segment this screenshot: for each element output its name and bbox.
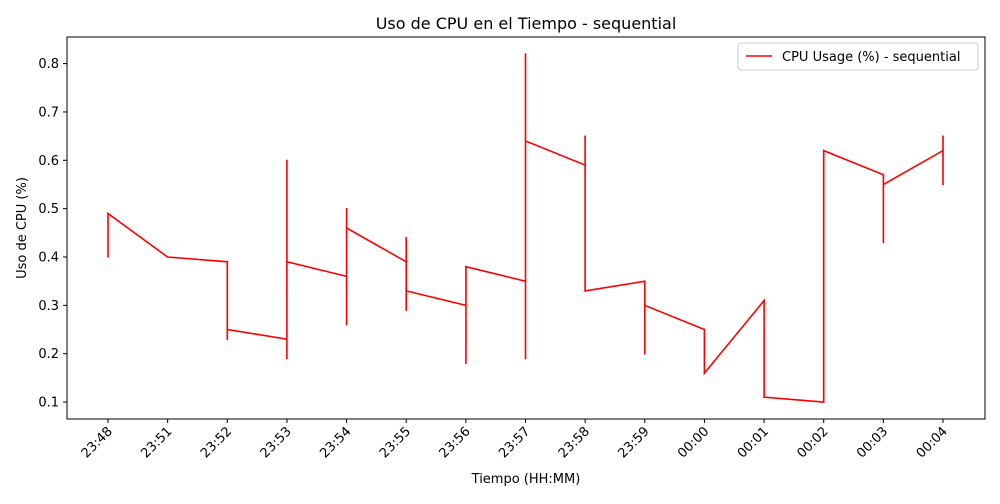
data-point bbox=[405, 261, 408, 263]
x-axis: 23:48 23:51 23:52 23:53 23:54 23:55 23:56 23:57… bbox=[79, 419, 951, 461]
data-point bbox=[763, 299, 765, 302]
data-point bbox=[524, 53, 527, 55]
data-point bbox=[882, 241, 885, 244]
data-point bbox=[942, 135, 944, 137]
data-point bbox=[465, 304, 467, 307]
data-point bbox=[405, 236, 408, 239]
data-point bbox=[107, 256, 109, 258]
x-tick-label: 23:53 bbox=[258, 424, 295, 461]
data-point bbox=[345, 275, 348, 278]
data-point bbox=[405, 309, 408, 312]
y-tick-label: 0.5 bbox=[38, 202, 59, 217]
y-tick-label: 0.8 bbox=[38, 57, 59, 72]
x-tick-label: 23:59 bbox=[616, 424, 653, 461]
data-point bbox=[286, 159, 288, 162]
data-point bbox=[763, 396, 765, 399]
data-point bbox=[286, 357, 288, 360]
data-point bbox=[644, 304, 646, 307]
data-point bbox=[703, 328, 706, 331]
data-point bbox=[345, 207, 348, 210]
y-tick-label: 0.7 bbox=[38, 105, 59, 120]
data-point bbox=[942, 149, 944, 152]
y-axis: 0.1 0.2 0.3 0.4 0.5 0.6 0.7 0.8 bbox=[38, 57, 67, 411]
data-point bbox=[882, 174, 885, 176]
y-tick-label: 0.2 bbox=[38, 347, 59, 362]
data-point bbox=[524, 357, 527, 360]
x-tick-label: 00:03 bbox=[854, 424, 891, 461]
data-point bbox=[822, 149, 825, 152]
data-point bbox=[524, 280, 527, 283]
data-point bbox=[226, 328, 229, 331]
data-point bbox=[166, 256, 169, 258]
data-point bbox=[465, 265, 467, 268]
data-point bbox=[942, 183, 944, 186]
data-point bbox=[584, 135, 586, 137]
x-tick-label: 23:52 bbox=[198, 424, 235, 461]
data-point bbox=[286, 338, 288, 341]
data-point bbox=[703, 372, 706, 374]
y-tick-label: 0.6 bbox=[38, 154, 59, 169]
data-point bbox=[822, 401, 825, 403]
data-point bbox=[465, 362, 467, 365]
x-tick-label: 23:55 bbox=[377, 424, 414, 461]
data-point bbox=[405, 290, 408, 292]
y-tick-label: 0.1 bbox=[38, 396, 59, 411]
data-point bbox=[584, 290, 586, 292]
x-tick-label: 00:01 bbox=[735, 424, 772, 461]
chart-title: Uso de CPU en el Tiempo - sequential bbox=[376, 14, 677, 33]
x-tick-label: 00:02 bbox=[794, 424, 831, 461]
x-tick-label: 00:04 bbox=[914, 424, 951, 461]
legend-box bbox=[737, 42, 979, 71]
legend-label: CPU Usage (%) - sequential bbox=[782, 50, 960, 65]
y-axis-title: Uso de CPU (%) bbox=[15, 177, 30, 279]
x-tick-label: 23:48 bbox=[79, 424, 116, 461]
x-tick-label: 23:51 bbox=[138, 424, 175, 461]
data-point bbox=[644, 280, 646, 283]
x-tick-label: 23:57 bbox=[496, 424, 533, 461]
legend: CPU Usage (%) - sequential bbox=[737, 42, 979, 71]
plot-layer bbox=[107, 53, 944, 403]
series-line bbox=[107, 53, 944, 403]
x-tick-label: 23:56 bbox=[437, 424, 474, 461]
data-point bbox=[286, 261, 288, 263]
x-tick-label: 23:58 bbox=[556, 424, 593, 461]
data-point bbox=[644, 352, 646, 355]
y-tick-label: 0.3 bbox=[38, 299, 59, 314]
data-point bbox=[107, 212, 109, 215]
x-axis-title: Tiempo (HH:MM) bbox=[471, 472, 581, 487]
x-tick-label: 00:00 bbox=[675, 424, 712, 461]
data-point bbox=[226, 261, 229, 263]
data-point bbox=[226, 338, 229, 341]
y-tick-label: 0.4 bbox=[38, 251, 59, 266]
x-tick-label: 23:54 bbox=[317, 424, 354, 461]
data-point bbox=[584, 164, 586, 166]
data-point bbox=[345, 323, 348, 326]
data-point bbox=[524, 140, 527, 142]
data-point bbox=[345, 227, 348, 229]
data-point bbox=[882, 183, 885, 186]
